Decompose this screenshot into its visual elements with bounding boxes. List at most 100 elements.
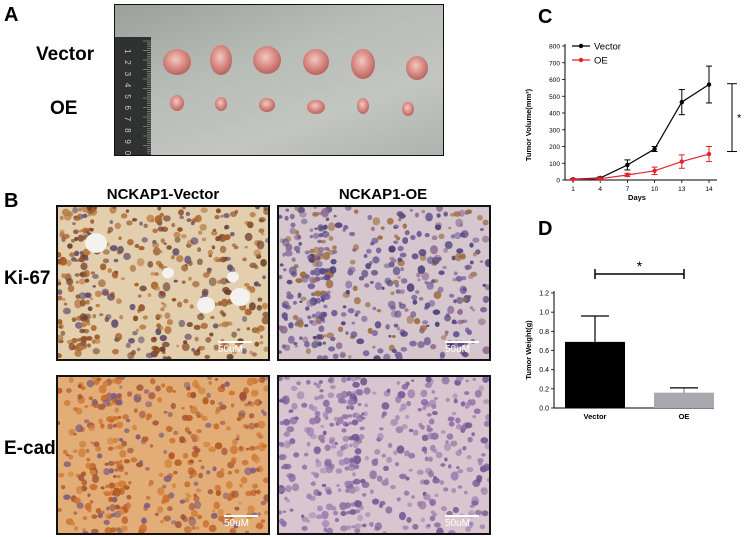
cell-nucleus [480, 306, 487, 313]
cell-nucleus [88, 396, 93, 401]
cell-nucleus [221, 447, 228, 456]
cell-nucleus [319, 467, 328, 474]
cell-nucleus [433, 291, 442, 299]
cell-nucleus [208, 524, 217, 533]
cell-nucleus [77, 234, 85, 242]
cell-nucleus [107, 226, 114, 233]
cell-nucleus [227, 264, 233, 271]
cell-nucleus [153, 285, 161, 291]
cell-nucleus [484, 442, 489, 450]
cell-nucleus [229, 528, 237, 533]
significance-star: * [737, 113, 742, 125]
cell-nucleus [244, 308, 252, 316]
cell-nucleus [335, 342, 343, 350]
cell-nucleus [208, 277, 217, 287]
cell-nucleus [157, 506, 164, 513]
cell-nucleus [427, 524, 431, 527]
cell-nucleus [98, 418, 103, 425]
cell-nucleus [81, 227, 89, 233]
cell-nucleus [87, 493, 91, 497]
cell-nucleus [311, 341, 319, 349]
vector-tumors [163, 45, 428, 80]
cell-nucleus [249, 467, 257, 474]
cell-nucleus [72, 207, 79, 214]
cell-nucleus [301, 514, 305, 519]
cell-nucleus [284, 250, 293, 257]
cell-nucleus [171, 298, 177, 302]
cell-nucleus [396, 445, 405, 454]
cell-nucleus [257, 297, 263, 302]
y-tick-label: 0.4 [539, 367, 549, 374]
cell-nucleus [90, 219, 95, 224]
cell-nucleus [399, 473, 407, 480]
cell-nucleus [400, 278, 408, 284]
cell-nucleus [334, 222, 343, 229]
cell-nucleus [227, 321, 233, 326]
cell-nucleus [226, 480, 233, 489]
cell-nucleus [349, 443, 353, 448]
cell-nucleus [301, 464, 308, 470]
cell-nucleus [331, 309, 338, 317]
cell-nucleus [391, 348, 397, 353]
cell-nucleus [359, 414, 364, 418]
cell-nucleus [397, 245, 404, 252]
cell-nucleus [320, 297, 325, 302]
cell-nucleus [429, 515, 436, 522]
cell-nucleus [311, 278, 318, 284]
cell-nucleus [448, 226, 452, 230]
cell-nucleus [402, 525, 409, 531]
cell-nucleus [457, 485, 463, 489]
cell-nucleus [74, 526, 78, 531]
cell-nucleus [136, 347, 141, 352]
vector-tumor [351, 49, 375, 79]
cell-nucleus [372, 345, 376, 349]
cell-nucleus [406, 315, 414, 324]
cell-nucleus [163, 449, 167, 454]
cell-nucleus [83, 257, 89, 261]
cell-nucleus [289, 227, 296, 235]
cell-nucleus [383, 353, 391, 359]
cell-nucleus [84, 405, 89, 409]
cell-nucleus [332, 245, 337, 250]
cell-nucleus [119, 314, 124, 320]
cell-nucleus [254, 265, 259, 270]
cell-nucleus [304, 250, 310, 255]
data-point [625, 162, 630, 168]
cell-nucleus [434, 493, 439, 497]
cell-nucleus [281, 395, 290, 405]
cell-nucleus [283, 440, 291, 449]
cell-nucleus [469, 306, 474, 310]
cell-nucleus [474, 509, 482, 515]
cell-nucleus [362, 350, 370, 357]
cell-nucleus [167, 473, 174, 479]
cell-nucleus [113, 460, 119, 465]
cell-nucleus [361, 315, 368, 323]
cell-nucleus [158, 263, 164, 269]
cell-nucleus [248, 422, 256, 430]
cell-nucleus [249, 212, 256, 218]
cell-nucleus [231, 331, 237, 338]
cell-nucleus [295, 230, 300, 235]
cell-nucleus [424, 456, 429, 462]
cell-nucleus [467, 436, 473, 443]
cell-nucleus [474, 389, 482, 398]
cell-nucleus [329, 422, 335, 427]
cell-nucleus [120, 277, 126, 281]
cell-nucleus [104, 527, 113, 533]
cell-nucleus [318, 325, 325, 333]
cell-nucleus [353, 464, 360, 470]
cell-nucleus [87, 343, 91, 348]
cell-nucleus [317, 239, 322, 244]
cell-nucleus [329, 385, 336, 390]
cell-nucleus [204, 354, 211, 359]
cell-nucleus [401, 423, 408, 430]
y-tick-label: 600 [549, 77, 560, 84]
cell-nucleus [341, 414, 349, 420]
cell-nucleus [339, 351, 346, 359]
cell-nucleus [214, 214, 220, 220]
cell-nucleus [364, 403, 369, 408]
cell-nucleus [82, 516, 88, 521]
cell-nucleus [121, 516, 129, 525]
cell-nucleus [433, 522, 441, 528]
cell-nucleus [194, 336, 199, 342]
